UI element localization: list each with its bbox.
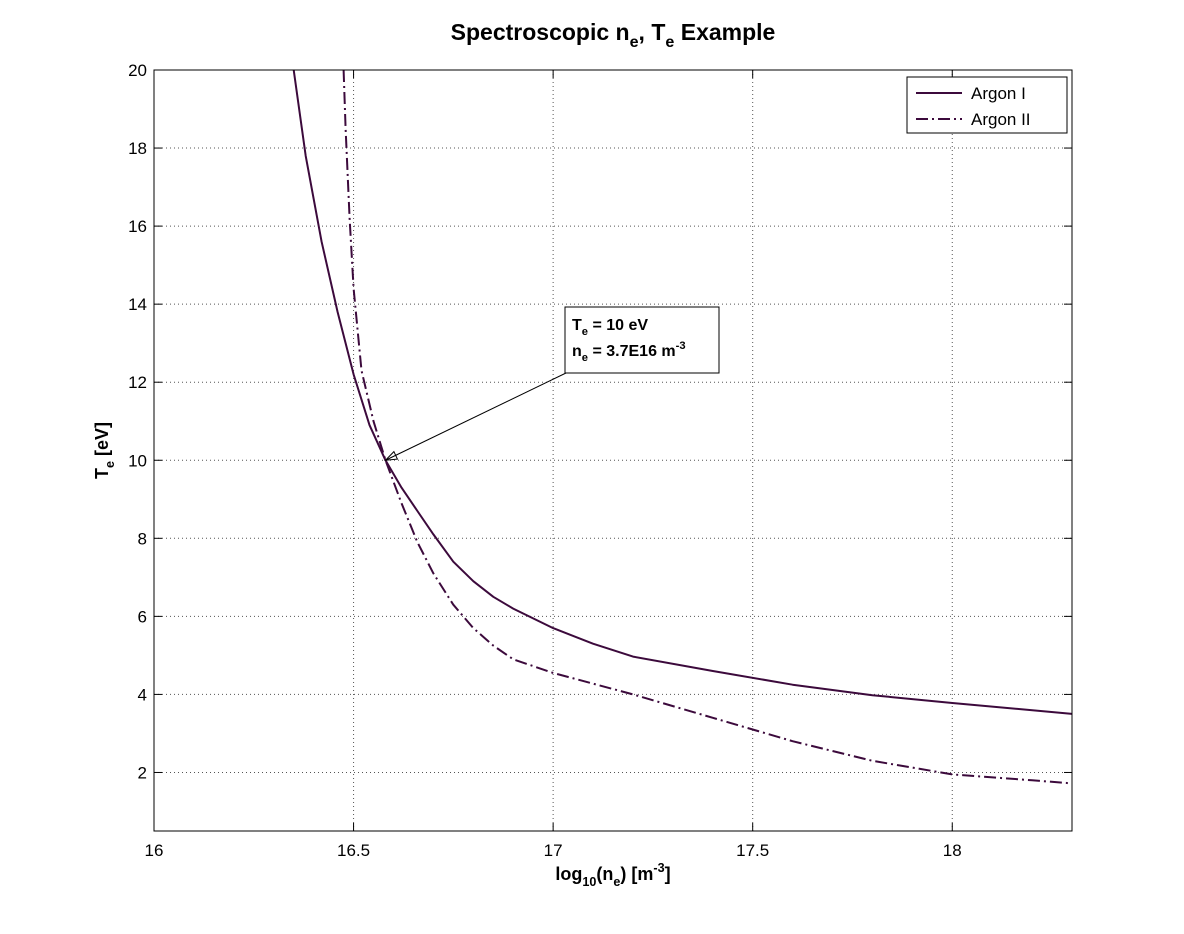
x-tick-label: 17.5 — [736, 841, 769, 860]
tick-layer: 16 16.5 17 17.5 18 2 4 6 8 10 12 14 16 18 20 — [128, 61, 1072, 860]
y-tick-label: 8 — [138, 529, 147, 548]
y-tick-label: 14 — [128, 295, 147, 314]
x-tick-label: 17 — [544, 841, 563, 860]
legend-box — [906, 76, 1068, 134]
y-tick-label: 20 — [128, 61, 147, 80]
y-tick-label: 10 — [128, 451, 147, 470]
chart-title: Spectroscopic ne, Te Example — [451, 19, 776, 51]
y-tick-label: 12 — [128, 373, 147, 392]
plot-area-frame — [153, 69, 1073, 832]
x-axis-label: log10(ne) [m-3] — [555, 861, 670, 889]
y-tick-label: 2 — [138, 763, 147, 782]
series-line-argon-i — [292, 69, 1073, 715]
y-tick-label: 18 — [128, 139, 147, 158]
legend: Argon I Argon II — [906, 76, 1068, 134]
annotation-temperature: Te = 10 eV — [572, 317, 648, 338]
grid — [154, 70, 1072, 831]
x-tick-label: 16.5 — [337, 841, 370, 860]
y-tick-label: 4 — [138, 685, 147, 704]
annotation-arrow — [385, 372, 567, 461]
series-layer — [292, 69, 1073, 785]
y-axis-label: Te [eV] — [92, 422, 117, 479]
series-line-argon-ii — [342, 69, 1073, 785]
x-tick-label: 16 — [145, 841, 164, 860]
annotation-box — [564, 306, 720, 374]
annotation-arrowhead — [384, 450, 399, 461]
legend-label-argon-i: Argon I — [971, 84, 1026, 103]
y-tick-label: 6 — [138, 607, 147, 626]
legend-label-argon-ii: Argon II — [971, 110, 1031, 129]
annotation: Te = 10 eV ne = 3.7E16 m-3 — [384, 306, 720, 461]
x-tick-label: 18 — [943, 841, 962, 860]
y-tick-label: 16 — [128, 217, 147, 236]
annotation-density: ne = 3.7E16 m-3 — [572, 340, 686, 364]
